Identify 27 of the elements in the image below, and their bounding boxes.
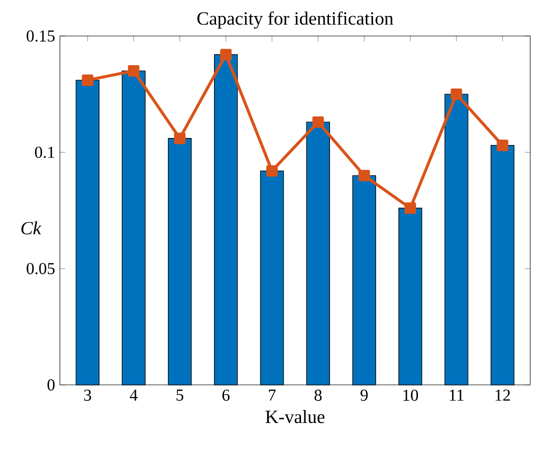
point (312, 116, 324, 128)
x-tick-label: 8 (314, 390, 322, 401)
x-tick-label: 9 (360, 390, 368, 401)
point (450, 88, 462, 100)
point (266, 165, 278, 177)
x-tick-label: 7 (268, 390, 276, 400)
y-axis-title: Ck (21, 221, 42, 234)
x-tick-label: 11 (450, 390, 464, 401)
x-tick-label: 10 (403, 390, 418, 401)
x-tick-label: 4 (130, 390, 138, 401)
x-axis-title: K-value (266, 410, 324, 424)
x-tick-label: 12 (496, 390, 510, 401)
point (82, 74, 94, 86)
y-tick-label: 0 (48, 379, 55, 390)
point (496, 140, 508, 151)
point (404, 202, 416, 214)
x-tick-label: 5 (176, 390, 184, 401)
point (220, 48, 232, 60)
point (358, 170, 370, 182)
y-tick-label: 0.05 (26, 262, 55, 274)
point (174, 132, 186, 144)
point (128, 65, 140, 77)
x-tick-label: 6 (222, 390, 230, 401)
y-tick-label: 0.15 (26, 30, 55, 42)
y-tick-label: 0.1 (35, 146, 54, 158)
chart-title: Capacity for identification (197, 11, 394, 29)
x-tick-label: 3 (84, 390, 92, 401)
